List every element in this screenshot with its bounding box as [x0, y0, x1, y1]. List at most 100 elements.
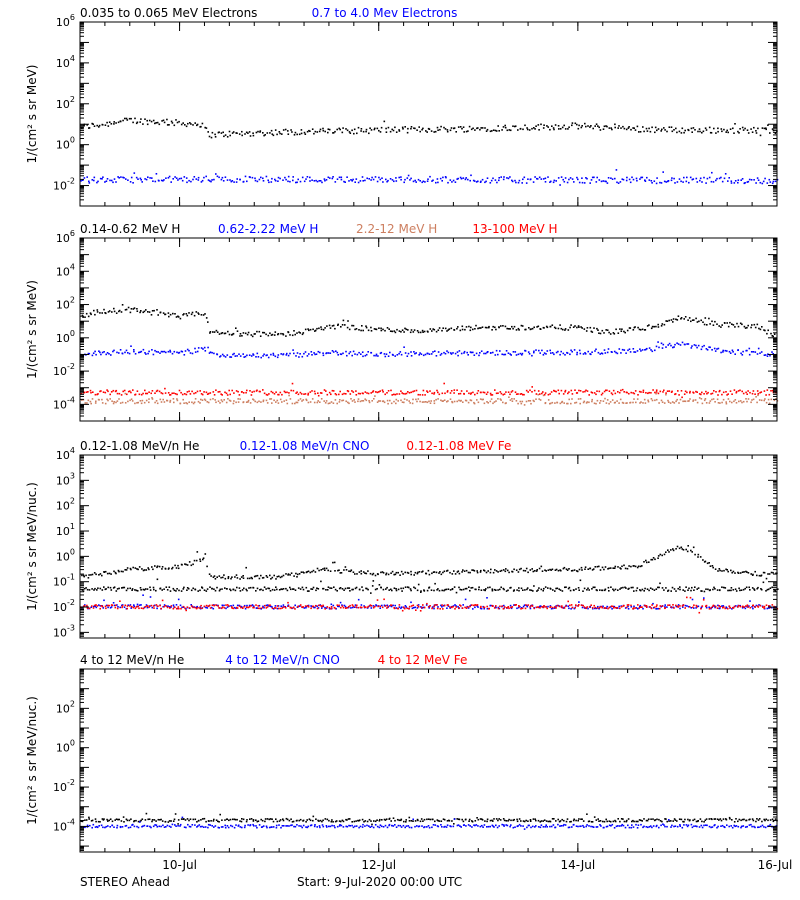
data-point	[651, 350, 654, 353]
data-point	[734, 588, 737, 590]
data-point	[148, 568, 150, 571]
data-point	[221, 394, 223, 396]
data-point	[346, 607, 348, 609]
data-point	[102, 607, 105, 609]
data-point	[707, 588, 709, 591]
data-point	[576, 176, 578, 179]
data-point	[569, 326, 571, 329]
data-point	[440, 352, 443, 355]
data-point	[358, 329, 360, 331]
data-point	[391, 179, 394, 181]
data-point	[88, 182, 91, 184]
data-point	[441, 589, 443, 592]
data-point	[727, 570, 729, 573]
data-point	[703, 590, 706, 593]
data-point	[235, 327, 237, 329]
data-point	[190, 564, 193, 567]
data-point	[441, 604, 443, 606]
data-point	[295, 401, 298, 404]
data-point	[663, 553, 666, 556]
data-point	[698, 320, 700, 323]
data-point	[328, 608, 331, 610]
data-point	[246, 333, 249, 336]
data-point	[307, 394, 309, 396]
data-point	[262, 180, 265, 182]
data-point	[419, 400, 421, 403]
data-point	[189, 122, 191, 124]
data-point	[154, 122, 156, 125]
data-point	[462, 569, 464, 571]
data-point	[431, 392, 433, 395]
data-point	[126, 605, 129, 607]
data-point	[324, 402, 327, 404]
data-point	[686, 343, 688, 345]
data-point	[200, 398, 202, 401]
data-point	[621, 348, 624, 351]
data-point	[238, 605, 241, 607]
data-point	[617, 332, 620, 334]
data-point	[657, 586, 659, 589]
data-point	[459, 604, 461, 606]
data-point	[218, 607, 220, 609]
data-point	[297, 178, 299, 181]
data-point	[726, 569, 728, 571]
data-point	[279, 576, 282, 579]
data-point	[307, 328, 309, 330]
data-point	[655, 392, 657, 395]
data-point	[417, 604, 420, 606]
data-point	[738, 587, 740, 590]
data-point	[375, 328, 378, 331]
data-point	[108, 353, 110, 355]
data-point	[378, 129, 380, 132]
data-point	[172, 604, 175, 606]
data-point	[705, 402, 708, 404]
data-point	[114, 571, 117, 574]
data-point	[433, 607, 435, 610]
data-point	[372, 606, 375, 609]
data-point	[340, 572, 343, 574]
data-point	[193, 401, 196, 404]
data-point	[147, 352, 149, 355]
data-point	[465, 607, 468, 609]
data-point	[675, 318, 677, 321]
panel-2: 0.14-0.62 MeV H 0.62-2.22 MeV H 2.2-12 MeV…	[25, 222, 779, 422]
data-point	[406, 131, 409, 134]
data-point	[517, 402, 519, 405]
series-3	[80, 392, 779, 406]
data-point	[538, 349, 540, 352]
data-point	[406, 177, 409, 179]
data-point	[248, 131, 251, 133]
data-point	[650, 349, 652, 351]
data-point	[719, 589, 721, 592]
data-point	[756, 353, 759, 355]
data-point	[626, 402, 628, 404]
data-point	[561, 400, 564, 403]
data-point	[721, 180, 724, 183]
data-point	[181, 564, 183, 566]
data-point	[134, 393, 137, 396]
series-2	[80, 341, 778, 359]
data-point	[124, 309, 127, 311]
data-point	[334, 393, 337, 395]
data-point	[442, 176, 444, 179]
data-point	[248, 354, 251, 356]
data-point	[673, 177, 675, 180]
data-point	[404, 126, 406, 128]
data-point	[600, 605, 603, 608]
data-point	[290, 389, 292, 392]
data-point	[483, 402, 486, 405]
data-point	[703, 323, 706, 326]
data-point	[318, 180, 321, 182]
data-point	[502, 393, 504, 396]
data-point	[763, 607, 765, 609]
data-point	[136, 402, 138, 404]
data-point	[663, 589, 665, 591]
data-point	[737, 349, 739, 351]
data-point	[397, 400, 399, 402]
data-point	[621, 328, 623, 330]
data-point	[186, 587, 189, 589]
data-point	[204, 313, 206, 315]
data-point	[571, 398, 573, 400]
data-point	[131, 400, 134, 402]
data-point	[542, 589, 544, 592]
